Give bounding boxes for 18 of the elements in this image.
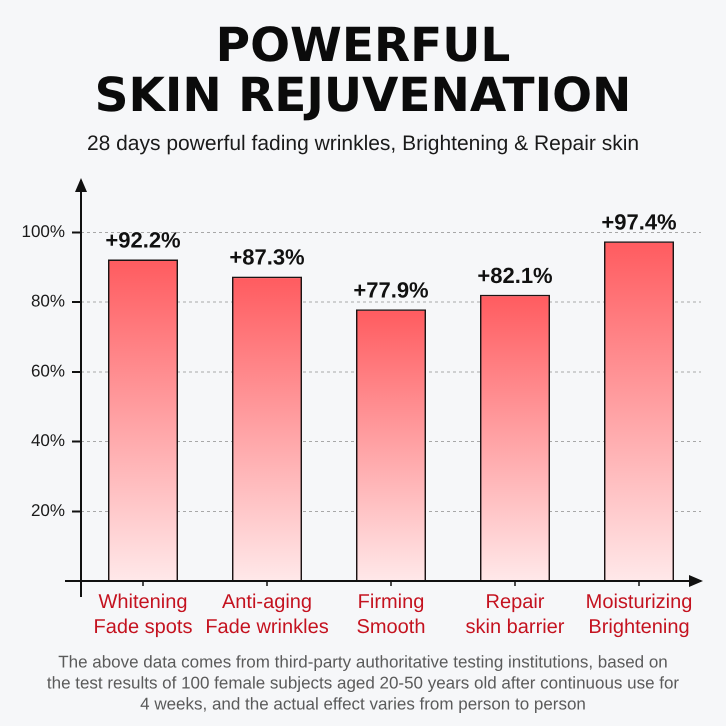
text: The above data comes from third-party authoritative testing institutions, based on the test results of 100 female subjects aged 20-50 years old after continuous use for 4 weeks, and the actual effect varies from person to person <box>46 652 680 714</box>
y-tick-label: 80% <box>30 292 65 311</box>
data-label: +92.2% <box>105 228 181 253</box>
x-tick-label: Anti-aging Fade wrinkles <box>205 591 329 638</box>
y-tick-label: 60% <box>30 361 65 380</box>
x-tick-label: Firming Smooth <box>356 591 426 638</box>
x-tick-label: Whitening Fade spots <box>94 591 192 638</box>
y-tick-label: 100% <box>22 222 65 241</box>
x-tick-label: Moisturizing Brightening <box>586 591 692 638</box>
data-label: +97.4% <box>601 209 677 234</box>
y-tick-label: 20% <box>30 500 65 520</box>
chart-subtitle: 28 days powerful fading wrinkles, Brightening & Repair skin <box>86 132 640 155</box>
chart-title: POWERFUL SKIN REJUVENATION <box>94 18 632 124</box>
y-tick-label: 40% <box>30 431 65 450</box>
x-tick-label: Repair skin barrier <box>466 591 565 638</box>
data-label: +87.3% <box>229 244 305 270</box>
data-label: +77.9% <box>353 277 429 302</box>
data-label: +82.1% <box>477 262 553 288</box>
